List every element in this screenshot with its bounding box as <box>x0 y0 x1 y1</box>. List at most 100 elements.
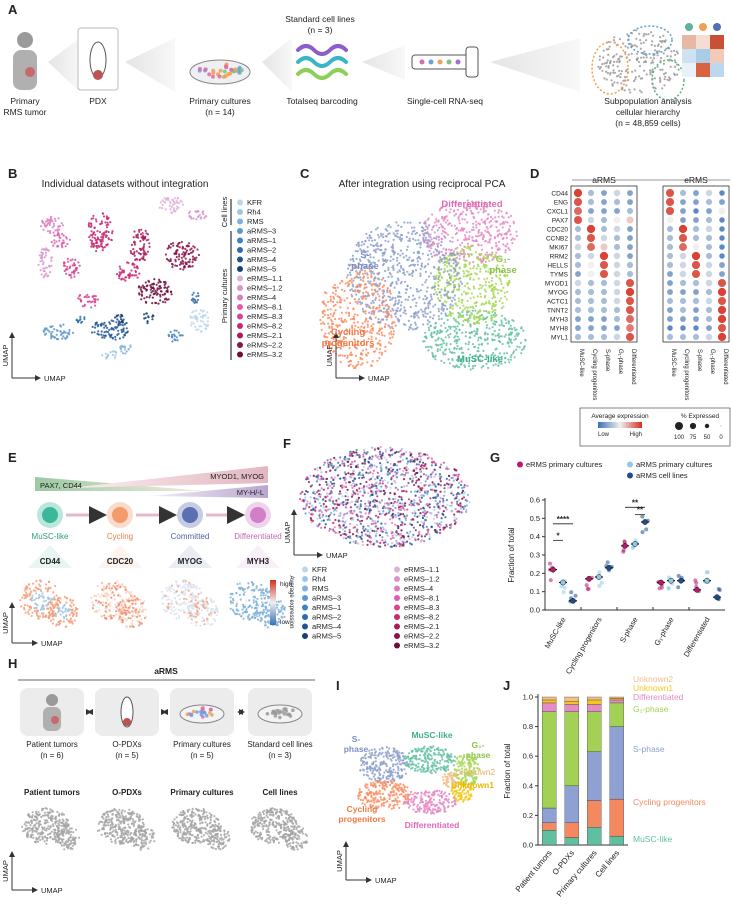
umap-point <box>349 353 352 356</box>
umap-point <box>453 346 456 349</box>
dot <box>719 244 725 250</box>
umap-point <box>351 258 354 261</box>
umap-point <box>184 602 187 606</box>
mean-dot <box>606 564 612 571</box>
umap-point <box>132 599 135 602</box>
umap-point <box>120 271 123 274</box>
umap-point <box>188 210 192 213</box>
umap-point <box>42 607 46 610</box>
umap-point <box>498 240 501 243</box>
umap-point <box>398 262 401 265</box>
umap-point <box>146 320 149 323</box>
dot <box>680 217 686 223</box>
umap-point <box>231 597 235 601</box>
umap-point <box>396 317 399 320</box>
umap-point <box>248 605 251 608</box>
umap-point <box>460 358 464 361</box>
legend-swatch <box>237 209 243 215</box>
umap-point <box>167 285 170 288</box>
umap-point <box>114 338 117 341</box>
x-tick-label: S-phase <box>696 349 702 372</box>
umap-point <box>118 277 121 280</box>
umap-point <box>255 585 258 588</box>
umap-point <box>487 360 490 363</box>
umap-point <box>413 264 416 267</box>
umap-point <box>23 608 26 611</box>
dot <box>705 198 713 206</box>
dot <box>718 207 726 215</box>
umap-point <box>175 255 178 259</box>
umap-point <box>361 301 364 304</box>
umap-point <box>120 328 123 331</box>
y-tick-label: CCNB2 <box>546 236 568 243</box>
umap-point <box>128 592 131 595</box>
umap-point <box>351 353 354 356</box>
umap-point <box>58 601 62 604</box>
umap-point <box>464 284 467 288</box>
umap-point <box>346 285 350 288</box>
umap-point <box>137 286 140 289</box>
umap-point <box>171 340 174 343</box>
dot <box>627 199 633 205</box>
umap-point <box>363 269 367 272</box>
y-tick-label: 0.6 <box>523 752 533 761</box>
umap-point <box>448 336 451 339</box>
umap-point <box>192 300 195 303</box>
umap-point <box>379 232 383 235</box>
umap-point <box>121 345 124 348</box>
gene-label: MYH3 <box>247 557 270 566</box>
umap-point <box>414 323 417 326</box>
umap-point <box>485 251 489 254</box>
umap-point <box>459 359 462 362</box>
gene-label: CDC20 <box>107 557 134 566</box>
umap-point <box>454 212 458 216</box>
umap-point <box>389 284 392 287</box>
umap-point <box>151 302 154 305</box>
umap-point <box>126 610 129 614</box>
umap-point <box>131 622 134 625</box>
umap-point <box>673 72 676 75</box>
umap-point <box>357 241 360 244</box>
umap-point <box>514 335 517 338</box>
dot <box>705 279 713 287</box>
umap-point <box>51 622 55 625</box>
y-tick-label: 0.5 <box>530 514 540 523</box>
umap-point <box>436 338 439 341</box>
umap-point <box>364 303 367 306</box>
umap-point <box>354 250 357 253</box>
umap-point <box>391 266 394 269</box>
umap-point <box>170 293 173 296</box>
label: Cycling <box>331 327 366 338</box>
umap-point <box>159 286 162 289</box>
umap-point <box>357 326 360 329</box>
umap-point <box>171 242 175 245</box>
umap-point <box>205 605 208 608</box>
umap-point <box>161 207 164 210</box>
umap-point <box>365 305 368 308</box>
umap-point <box>372 261 375 264</box>
umap-point <box>444 312 447 315</box>
umap-point <box>427 326 430 329</box>
legend-label: Cycling progenitors <box>633 797 706 807</box>
umap-point <box>164 280 167 284</box>
umap-point <box>170 333 174 336</box>
umap-point <box>360 249 363 252</box>
umap-point <box>469 297 472 300</box>
umap-point <box>477 346 480 350</box>
umap-point <box>497 364 500 367</box>
umap-point <box>486 337 489 340</box>
umap-point <box>438 226 441 229</box>
umap-point <box>387 341 391 344</box>
umap-point <box>440 296 443 299</box>
umap-point <box>144 615 147 618</box>
umap-point <box>466 299 469 302</box>
umap-point <box>96 332 99 335</box>
replicate-point <box>666 586 671 591</box>
umap-point <box>368 331 371 334</box>
heat-cell <box>710 63 724 77</box>
umap-point <box>100 220 103 223</box>
dot <box>692 225 700 233</box>
dot <box>666 243 674 251</box>
replicate-point <box>562 585 567 590</box>
umap-point <box>425 278 428 282</box>
